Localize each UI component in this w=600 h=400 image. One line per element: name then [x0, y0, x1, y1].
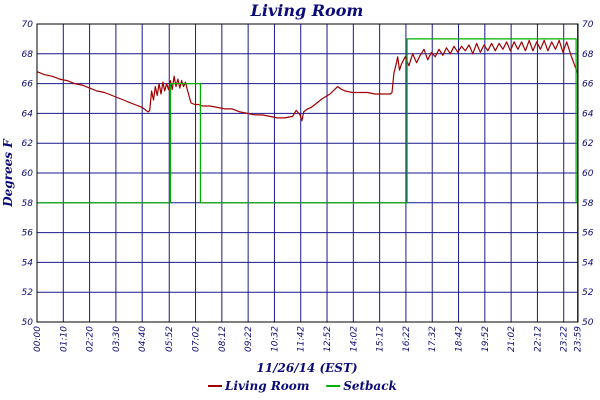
y-tick-label-left: 64 — [22, 109, 34, 119]
x-tick-label: 19:52 — [481, 326, 491, 352]
x-ticks: 00:00 01:10 02:20 03:30 04:40 05:52 07:02 08:12… — [33, 326, 584, 352]
x-axis-label: 11/26/14 (EST) — [256, 361, 357, 375]
plot-frame — [36, 23, 579, 323]
x-tick-label: 04:40 — [138, 326, 148, 352]
y-tick-label-right: 52 — [582, 288, 594, 298]
y-tick-label-left: 68 — [22, 50, 34, 60]
legend: Living Room Setback — [208, 379, 397, 393]
x-tick-label: 05:52 — [165, 326, 175, 352]
x-tick-label: 22:12 — [533, 326, 543, 352]
legend-entry: Setback — [343, 379, 397, 393]
x-tick-label: 08:12 — [218, 326, 228, 352]
y-tick-label-left: 52 — [22, 288, 34, 298]
series-layer — [36, 38, 579, 204]
y-ticks-left: 50 52 54 56 58 60 62 64 66 68 70 — [22, 20, 34, 328]
y-tick-label-right: 56 — [582, 229, 594, 239]
y-tick-label-right: 54 — [582, 258, 594, 268]
y-tick-label-right: 50 — [582, 318, 594, 328]
x-tick-label: 23:59 — [574, 326, 584, 352]
y-tick-label-right: 58 — [582, 199, 594, 209]
y-axis-label: Degrees F — [1, 138, 15, 208]
y-tick-label-left: 62 — [22, 139, 34, 149]
y-tick-label-left: 56 — [22, 229, 34, 239]
x-tick-label: 21:02 — [507, 326, 517, 352]
grid — [36, 23, 579, 323]
x-tick-label: 11:42 — [297, 326, 307, 352]
x-tick-label: 12:52 — [323, 326, 333, 352]
x-tick-label: 10:32 — [270, 326, 280, 352]
y-tick-label-right: 64 — [582, 109, 594, 119]
y-tick-label-right: 62 — [582, 139, 594, 149]
x-tick-label: 17:32 — [428, 326, 438, 352]
series-line-living-room — [36, 39, 579, 122]
y-tick-label-left: 58 — [22, 199, 34, 209]
x-tick-label: 09:22 — [244, 326, 254, 352]
x-tick-label: 16:22 — [402, 326, 412, 352]
x-tick-label: 14:02 — [349, 326, 359, 352]
legend-entry: Living Room — [224, 379, 310, 393]
x-tick-label: 01:10 — [59, 326, 69, 352]
series-line-setback — [37, 38, 578, 204]
y-tick-label-right: 70 — [582, 20, 594, 30]
x-tick-label: 15:12 — [376, 326, 386, 352]
x-tick-label: 03:30 — [112, 326, 122, 352]
y-tick-label-right: 68 — [582, 50, 594, 60]
y-tick-label-left: 70 — [22, 20, 34, 30]
y-tick-label-left: 66 — [22, 80, 34, 90]
y-tick-label-left: 60 — [22, 169, 34, 179]
y-tick-label-right: 66 — [582, 80, 594, 90]
x-tick-label: 23:22 — [560, 326, 570, 352]
x-tick-label: 02:20 — [86, 326, 96, 352]
chart-title: Living Room — [250, 1, 364, 20]
y-ticks-right: 50 52 54 56 58 60 62 64 66 68 70 — [582, 20, 594, 328]
y-tick-label-left: 54 — [22, 258, 34, 268]
x-tick-label: 00:00 — [33, 326, 43, 352]
y-tick-label-left: 50 — [22, 318, 34, 328]
x-tick-label: 07:02 — [192, 326, 202, 352]
x-tick-label: 18:42 — [455, 326, 465, 352]
y-tick-label-right: 60 — [582, 169, 594, 179]
